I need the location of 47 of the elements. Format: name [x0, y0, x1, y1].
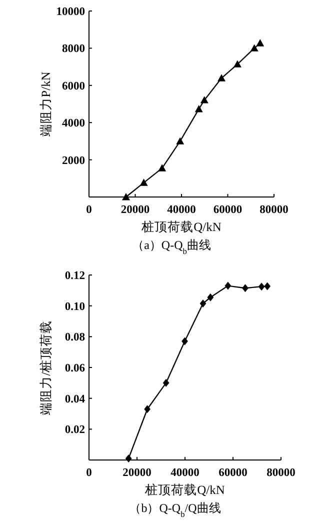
point	[125, 454, 132, 462]
point	[256, 39, 264, 46]
x-tick-label: 80000	[260, 204, 289, 216]
text: （b）Q-Q$_{b}$/Q曲线	[129, 501, 221, 518]
y-tick-label: 2000	[62, 154, 86, 167]
point	[242, 284, 248, 292]
y-tick-label: 10000	[56, 6, 86, 18]
y-tick-label: 0.08	[64, 332, 86, 344]
x-tick-label: 0	[86, 204, 92, 216]
point	[200, 300, 206, 308]
x-tick-label: 20000	[122, 467, 152, 479]
point	[182, 337, 188, 346]
point	[144, 405, 151, 414]
x-tick-label: 60000	[218, 467, 248, 479]
y-axis-title: 端阻力P/kN	[39, 72, 53, 136]
point	[140, 178, 148, 186]
y-tick-label: 4000	[62, 118, 86, 130]
point	[122, 193, 130, 200]
y-tick-label: 0.10	[64, 300, 86, 313]
x-axis-title: 桩顶荷载Q/kN	[144, 483, 225, 497]
point	[162, 378, 170, 387]
y-tick-label: 0.02	[64, 424, 86, 436]
y-tick-label: 0.04	[64, 393, 86, 406]
y-axis-title: 端阻力/桩顶荷载	[39, 320, 53, 415]
point	[250, 44, 258, 52]
point	[224, 282, 232, 290]
x-tick-label: 80000	[266, 467, 296, 479]
y-tick-label: 0.06	[64, 362, 86, 374]
point	[218, 74, 226, 82]
point	[264, 282, 271, 290]
y-tick-label: 8000	[62, 43, 86, 56]
point	[258, 282, 265, 291]
x-tick-label: 20000	[120, 204, 150, 216]
point	[158, 164, 166, 172]
x-tick-label: 0	[86, 467, 92, 479]
point	[194, 105, 203, 112]
point	[176, 137, 184, 144]
x-tick-label: 40000	[167, 204, 196, 216]
x-axis-title: 桩顶荷载Q/kN	[140, 220, 222, 234]
text: （a）Q-Q$_{b}$曲线	[132, 238, 211, 256]
point	[200, 96, 208, 104]
x-tick-label: 60000	[213, 204, 242, 216]
y-tick-label: 6000	[62, 80, 86, 92]
point	[233, 60, 242, 68]
point	[207, 293, 214, 302]
y-tick-label: 0.12	[64, 270, 86, 282]
x-tick-label: 40000	[170, 467, 200, 479]
